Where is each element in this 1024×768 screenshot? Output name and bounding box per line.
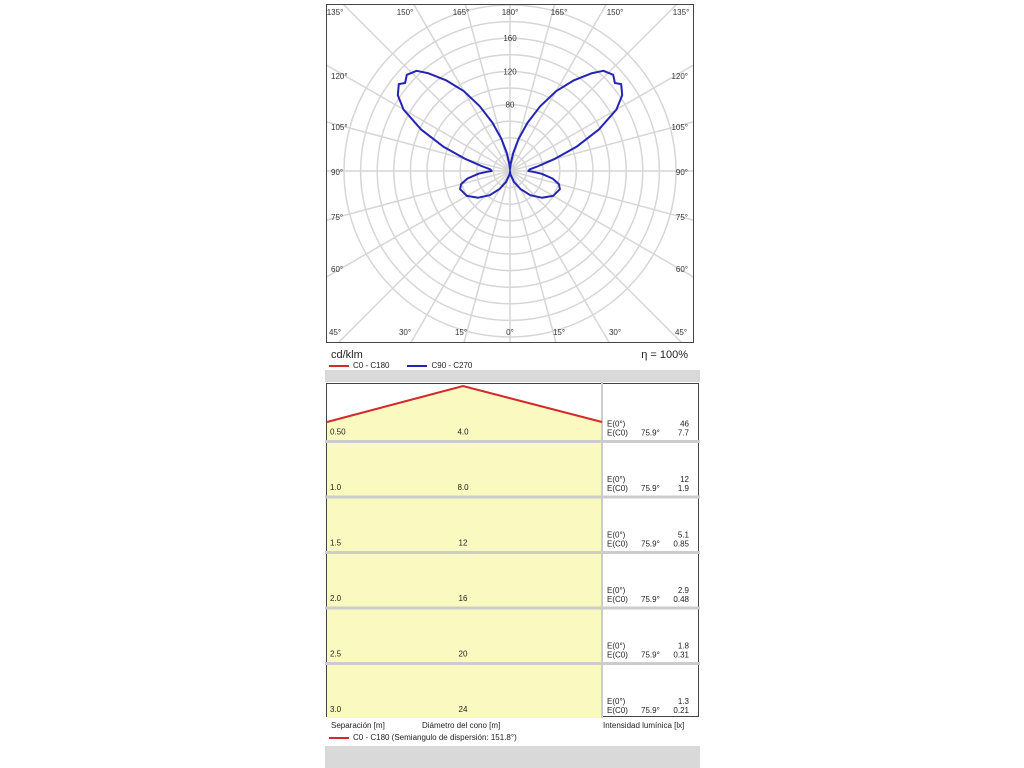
polar-legend: C0 - C180 C90 - C270 xyxy=(329,361,490,370)
radial-value-label: 120 xyxy=(503,67,517,76)
bottom-angle-label: 30° xyxy=(399,328,411,337)
left-angle-label: 105° xyxy=(331,123,348,132)
ec0-value: 0.31 xyxy=(673,651,689,660)
e0-value: 46 xyxy=(680,420,689,429)
separation-value: 0.50 xyxy=(330,428,346,437)
right-angle-label: 75° xyxy=(676,213,688,222)
separation-value: 1.0 xyxy=(330,483,342,492)
e0-value: 2.9 xyxy=(678,586,690,595)
top-angle-label: 150° xyxy=(397,8,414,17)
separator-bar xyxy=(325,370,700,382)
diameter-axis-label: Diámetro del cono [m] xyxy=(422,721,501,730)
e0-value: 5.1 xyxy=(678,531,690,540)
legend-swatch-c90-c270 xyxy=(407,364,428,367)
left-angle-label: 60° xyxy=(331,265,343,274)
bottom-angle-label: 45° xyxy=(329,328,341,337)
e0-label: E(0°) xyxy=(607,642,626,651)
ec0-angle: 75.9° xyxy=(641,595,660,604)
separation-value: 3.0 xyxy=(330,705,342,714)
right-angle-label: 90° xyxy=(676,168,688,177)
unit-label: cd/klm xyxy=(331,349,363,361)
ec0-value: 0.21 xyxy=(673,706,689,715)
diameter-value: 24 xyxy=(459,705,468,714)
cone-footer: Separación [m] Diámetro del cono [m] Int… xyxy=(325,718,700,752)
diameter-value: 16 xyxy=(459,594,468,603)
ec0-angle: 75.9° xyxy=(641,484,660,493)
e0-label: E(0°) xyxy=(607,475,626,484)
separation-value: 2.5 xyxy=(330,650,342,659)
ec0-label: E(C0) xyxy=(607,540,628,549)
top-angle-label: 165° xyxy=(551,8,568,17)
ec0-value: 7.7 xyxy=(678,429,690,438)
top-angle-label: 135° xyxy=(327,8,344,17)
efficiency-label: η = 100% xyxy=(641,349,688,361)
bottom-angle-label: 45° xyxy=(675,328,687,337)
ec0-value: 0.48 xyxy=(673,595,689,604)
legend-item-c0-c180: C0 - C180 xyxy=(329,361,389,370)
ec0-value: 0.85 xyxy=(673,540,689,549)
bottom-bar xyxy=(325,746,700,768)
ec0-label: E(C0) xyxy=(607,595,628,604)
separation-value: 2.0 xyxy=(330,594,342,603)
diameter-value: 12 xyxy=(459,539,468,548)
top-angle-label: 165° xyxy=(453,8,470,17)
cone-legend: C0 - C180 (Semiangulo de dispersión: 151… xyxy=(329,733,517,742)
e0-label: E(0°) xyxy=(607,420,626,429)
left-angle-label: 75° xyxy=(331,213,343,222)
cone-outline-c0-c180 xyxy=(326,384,603,423)
bottom-angle-label: 30° xyxy=(609,328,621,337)
e0-value: 12 xyxy=(680,475,689,484)
e0-value: 1.3 xyxy=(678,697,690,706)
right-angle-label: 105° xyxy=(671,123,688,132)
separation-value: 1.5 xyxy=(330,539,342,548)
cone-legend-label: C0 - C180 (Semiangulo de dispersión: 151… xyxy=(353,733,517,742)
curve-c90-c270 xyxy=(396,69,624,199)
ec0-label: E(C0) xyxy=(607,706,628,715)
right-angle-label: 60° xyxy=(676,265,688,274)
ec0-label: E(C0) xyxy=(607,429,628,438)
cone-diagram: 0.50 4.0 E(0°) 46 E(C0) 75.9° 7.7 1.0 8.0 E(0°) 12… xyxy=(325,382,700,718)
e0-value: 1.8 xyxy=(678,642,690,651)
cone-diagram-panel: 0.50 4.0 E(0°) 46 E(C0) 75.9° 7.7 1.0 8.0 E(0°) 12… xyxy=(325,382,700,752)
diameter-value: 4.0 xyxy=(457,428,469,437)
diameter-value: 8.0 xyxy=(457,483,469,492)
ec0-angle: 75.9° xyxy=(641,651,660,660)
radial-value-label: 80 xyxy=(506,101,515,110)
top-angle-label: 135° xyxy=(673,8,690,17)
separation-axis-label: Separación [m] xyxy=(331,721,385,730)
ec0-angle: 75.9° xyxy=(641,540,660,549)
e0-label: E(0°) xyxy=(607,586,626,595)
legend-label-c90-c270: C90 - C270 xyxy=(431,361,473,370)
left-angle-label: 120° xyxy=(331,72,348,81)
polar-diagram: 135° 150° 165° 180° 165° 150° 135° 45° 30° 15° 0° 1… xyxy=(326,4,694,343)
polar-diagram-panel: 135° 150° 165° 180° 165° 150° 135° 45° 30° 15° 0° 1… xyxy=(325,0,700,378)
bottom-angle-label: 0° xyxy=(506,328,514,337)
ec0-value: 1.9 xyxy=(678,484,690,493)
top-angle-label: 150° xyxy=(607,8,624,17)
polar-footer: cd/klm η = 100% C0 - C180 C90 - C270 xyxy=(325,344,700,378)
e0-label: E(0°) xyxy=(607,531,626,540)
bottom-angle-label: 15° xyxy=(553,328,565,337)
legend-item-c90-c270: C90 - C270 xyxy=(407,361,472,370)
e0-label: E(0°) xyxy=(607,697,626,706)
legend-label-c0-c180: C0 - C180 xyxy=(353,361,390,370)
intensity-axis-label: Intensidad lumínica [lx] xyxy=(603,721,685,730)
cone-legend-swatch xyxy=(329,736,349,739)
radial-value-label: 160 xyxy=(503,34,517,43)
top-angle-label: 180° xyxy=(502,8,519,17)
left-angle-label: 90° xyxy=(331,168,343,177)
ec0-angle: 75.9° xyxy=(641,706,660,715)
right-angle-label: 120° xyxy=(671,72,688,81)
bottom-angle-label: 15° xyxy=(455,328,467,337)
diameter-value: 20 xyxy=(459,650,468,659)
ec0-label: E(C0) xyxy=(607,484,628,493)
ec0-angle: 75.9° xyxy=(641,429,660,438)
legend-swatch-c0-c180 xyxy=(329,364,349,367)
ec0-label: E(C0) xyxy=(607,651,628,660)
